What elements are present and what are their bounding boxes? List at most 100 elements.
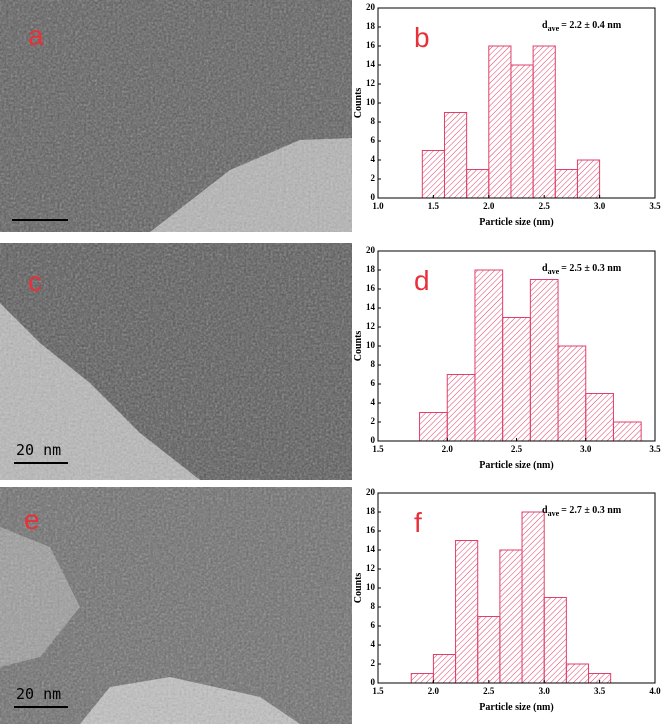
scale-bar-label: 20 nm [16,685,61,703]
annotation-text: = 2.5 ± 0.3 nm [561,263,622,274]
y-tick-label: 2 [371,173,376,183]
bar [419,412,448,442]
y-tick-label: 14 [366,59,376,69]
image-texture [0,243,352,480]
bar [443,112,468,199]
panel-label: c [28,266,42,297]
tem-image: 20 nm c [0,243,352,480]
annotation: dave = 2.5 ± 0.3 nm [542,263,622,276]
annotation-symbol: d [542,263,548,274]
histogram-chart: 0 2 4 6 8 10 12 14 16 18 20 1.0 1.5 2.0 2.5 3.0 3.5 Parti… [353,2,661,228]
y-tick-label: 16 [366,525,376,535]
y-tick-label: 20 [366,245,376,255]
panel-label: f [414,507,422,538]
x-axis-label: Particle size (nm) [479,460,553,471]
y-tick-label: 8 [371,116,376,126]
annotation-text: = 2.7 ± 0.3 nm [561,505,622,516]
tem-image: a [0,0,352,232]
x-tick-label: 3.5 [649,201,661,211]
y-tick-label: 12 [366,563,376,573]
tem-image: 20 nm e [0,487,352,724]
y-axis-label: Counts [353,88,364,119]
bar [554,169,578,199]
x-tick-label: 1.5 [372,444,384,454]
annotation-symbol: d [542,20,548,31]
y-tick-label: 2 [371,658,376,668]
scale-bar-label: 20 nm [16,441,61,459]
x-tick-label: 1.0 [372,201,384,211]
bar [474,269,504,442]
bar [432,654,457,684]
x-axis-label: Particle size (nm) [479,702,553,713]
y-tick-label: 12 [366,78,376,88]
bar [421,150,445,199]
y-tick-label: 18 [366,21,376,31]
y-tick-label: 10 [366,582,376,592]
bar [532,45,556,199]
y-tick-label: 10 [366,97,376,107]
y-tick-label: 18 [366,506,376,516]
x-tick-label: 3.5 [594,686,606,696]
x-tick-label: 3.0 [594,201,606,211]
bar [446,374,476,442]
y-tick-label: 0 [371,677,376,687]
y-tick-label: 20 [366,2,376,12]
bar [585,393,614,442]
bar [612,421,642,442]
bar [557,345,587,442]
annotation: dave = 2.7 ± 0.3 nm [542,505,622,518]
y-tick-label: 18 [366,264,376,274]
y-tick-label: 10 [366,340,376,350]
panel-label: b [414,22,430,53]
y-tick-label: 4 [371,639,376,649]
bar [543,597,567,684]
panel-label: d [414,265,430,296]
y-tick-label: 6 [371,378,376,388]
histogram-chart: 0 2 4 6 8 10 12 14 16 18 20 1.5 2.0 2.5 3.0 3.5 Particle… [353,245,661,471]
y-tick-label: 6 [371,135,376,145]
y-tick-label: 2 [371,416,376,426]
y-tick-label: 4 [371,397,376,407]
image-texture [0,0,352,232]
y-tick-label: 14 [366,544,376,554]
x-tick-label: 2.5 [539,201,551,211]
y-tick-label: 4 [371,154,376,164]
x-tick-label: 4.0 [649,686,661,696]
y-tick-label: 0 [371,435,376,445]
x-tick-label: 2.5 [511,444,523,454]
bar [455,540,479,684]
x-tick-label: 2.0 [483,201,495,211]
bar [510,64,534,199]
image-texture [0,487,352,724]
x-tick-label: 3.0 [539,686,551,696]
annotation-subscript: ave [548,267,560,276]
x-axis-label: Particle size (nm) [479,217,553,228]
bar [466,169,490,199]
bar [565,663,590,684]
bar [477,616,501,684]
bar [488,45,512,199]
annotation: dave = 2.2 ± 0.4 nm [542,20,622,33]
y-tick-label: 20 [366,487,376,497]
y-tick-label: 6 [371,620,376,630]
histogram-chart: 0 2 4 6 8 10 12 14 16 18 20 1.5 2.0 2.5 3.0 3.5 4.0 Parti… [353,487,661,713]
panel-label: e [24,504,40,535]
x-tick-label: 2.0 [442,444,454,454]
x-tick-label: 3.5 [649,444,661,454]
bar [521,511,545,684]
annotation-subscript: ave [548,24,560,33]
bar [502,317,531,442]
y-tick-label: 0 [371,192,376,202]
y-tick-label: 16 [366,283,376,293]
annotation-text: = 2.2 ± 0.4 nm [561,20,622,31]
panel-label: a [28,20,44,51]
x-tick-label: 1.5 [372,686,384,696]
y-tick-label: 8 [371,601,376,611]
y-tick-label: 8 [371,359,376,369]
x-tick-label: 2.0 [428,686,440,696]
y-tick-label: 12 [366,321,376,331]
bar [576,159,601,199]
y-axis-label: Counts [353,573,364,604]
x-tick-label: 3.0 [580,444,592,454]
